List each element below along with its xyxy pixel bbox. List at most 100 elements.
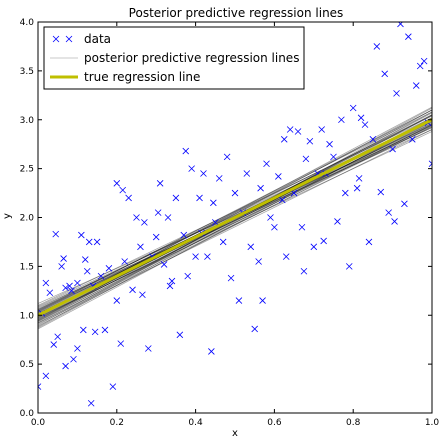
data-point (60, 255, 67, 262)
data-point (188, 165, 195, 172)
posterior-line (38, 107, 432, 321)
data-point (298, 223, 306, 231)
posterior-line (38, 129, 432, 325)
data-point (330, 153, 337, 161)
data-point (235, 297, 243, 304)
legend-label: true regression line (84, 70, 200, 84)
data-point (184, 272, 192, 280)
data-point (338, 116, 345, 124)
data-point (192, 253, 199, 260)
data-point (109, 383, 117, 390)
data-point (156, 180, 164, 187)
data-point (280, 136, 288, 143)
legend-item: data (52, 32, 111, 46)
data-point (219, 238, 227, 246)
data-point (208, 348, 215, 355)
data-point (74, 345, 81, 352)
data-point (302, 155, 310, 163)
data-point (231, 189, 239, 197)
posterior-line (38, 123, 432, 307)
data-point (62, 284, 69, 292)
legend-label: posterior predictive regression lines (84, 51, 299, 65)
data-point (81, 256, 89, 263)
data-point (373, 43, 381, 50)
data-point (42, 372, 50, 380)
data-point (133, 214, 140, 221)
data-point (180, 231, 188, 239)
posterior-line (38, 126, 432, 319)
data-point (119, 186, 126, 194)
data-point (251, 325, 258, 333)
x-tick-label: 0.4 (188, 418, 203, 428)
data-point (357, 114, 365, 122)
data-point (52, 230, 60, 238)
data-point (58, 263, 65, 270)
data-point (113, 180, 121, 187)
data-point (381, 70, 389, 78)
data-point (196, 194, 203, 202)
posterior-line (38, 122, 432, 320)
data-point (320, 237, 327, 245)
x-tick-label: 0.6 (267, 418, 282, 428)
data-point (125, 194, 132, 202)
legend-marker (65, 35, 73, 43)
posterior-line (38, 109, 432, 312)
y-tick-label: 2.5 (20, 165, 34, 175)
data-point (278, 196, 286, 204)
data-point (306, 137, 314, 145)
data-point (369, 136, 377, 143)
x-tick-label: 1.0 (425, 418, 440, 428)
posterior-line (38, 114, 432, 313)
data-point (204, 253, 211, 260)
data-point (223, 153, 231, 161)
data-point (137, 243, 144, 251)
posterior-line (38, 114, 432, 329)
data-point (355, 175, 363, 182)
data-point (247, 243, 255, 251)
data-point (290, 189, 298, 197)
data-point (91, 328, 99, 336)
data-point (139, 291, 146, 299)
posterior-line (38, 111, 432, 311)
true-regression-line (38, 118, 432, 317)
data-point (326, 140, 333, 148)
posterior-line (38, 117, 432, 306)
data-point (105, 265, 113, 272)
data-point (405, 33, 412, 40)
data-point (243, 170, 251, 177)
data-point (334, 218, 341, 225)
data-point (66, 282, 73, 290)
data-point (166, 282, 174, 290)
posterior-line (38, 121, 432, 324)
data-point (349, 104, 357, 112)
x-axis-label: x (232, 428, 238, 439)
data-point (152, 233, 160, 241)
legend-item: true regression line (50, 70, 200, 84)
data-point (416, 62, 424, 70)
data-point (210, 199, 217, 207)
x-tick-label: 0.2 (110, 418, 124, 428)
data-point (117, 340, 125, 347)
y-tick-label: 0.5 (20, 360, 34, 370)
data-point (420, 57, 428, 65)
legend-box (43, 26, 305, 90)
data-point (154, 209, 162, 216)
y-tick-label: 1.5 (20, 262, 34, 272)
data-point (310, 243, 318, 251)
data-point (286, 126, 294, 133)
data-point (168, 277, 176, 285)
data-point (80, 326, 87, 334)
data-point (428, 160, 432, 168)
data-point (164, 214, 172, 221)
data-point (62, 362, 69, 370)
posterior-line (38, 131, 432, 318)
data-point (101, 326, 109, 334)
data-point (300, 267, 308, 275)
data-point (46, 289, 54, 297)
data-point (412, 82, 420, 89)
y-tick-label: 1.0 (20, 311, 35, 321)
chart-title: Posterior predictive regression lines (129, 6, 344, 20)
data-point (141, 219, 148, 226)
data-point (93, 238, 101, 246)
data-point (361, 121, 369, 128)
